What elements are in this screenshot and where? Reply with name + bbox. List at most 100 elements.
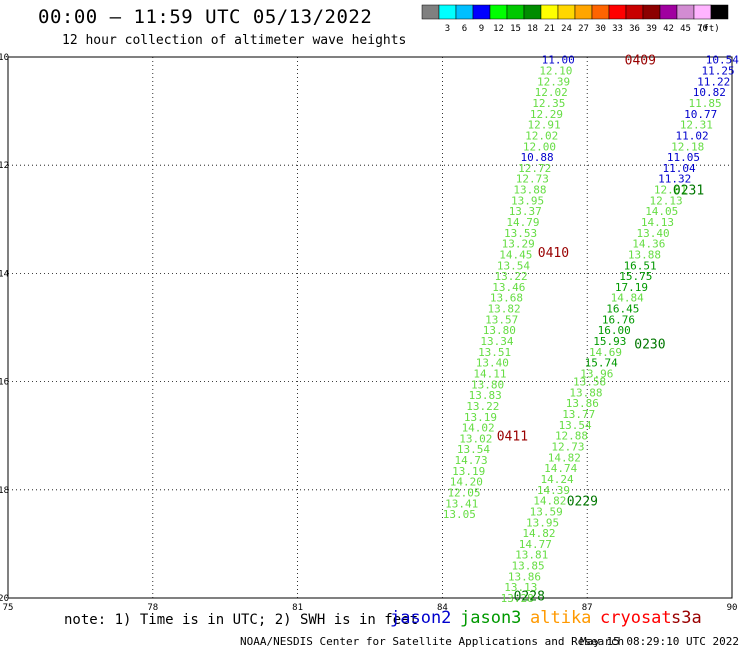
wave-height-value: 12.61	[654, 184, 687, 197]
wave-height-value: 13.95	[511, 194, 544, 207]
wave-height-value: 13.37	[509, 205, 542, 218]
pass-time-label: 0411	[497, 430, 528, 445]
wave-height-value: 17.19	[615, 281, 648, 294]
wave-height-value: 12.05	[447, 487, 480, 500]
wave-height-value: 13.54	[457, 443, 490, 456]
wave-height-value: 13.02	[459, 432, 492, 445]
colorbar-swatch	[472, 4, 491, 20]
colorbar-tick-label: 45	[680, 24, 691, 34]
chart-title: 00:00 – 11:59 UTC 05/13/2022	[38, 6, 373, 28]
pass-time-label: 0231	[673, 184, 704, 199]
wave-height-value: 13.86	[566, 397, 599, 410]
generated-timestamp: May 15 08:29:10 UTC 2022	[580, 635, 739, 648]
legend-altika: altika	[530, 608, 592, 628]
wave-height-value: 11.85	[688, 97, 721, 110]
pass-time-label: 0230	[634, 338, 665, 353]
colorbar-tick-label: 27	[578, 24, 589, 34]
lat-tick-label: -10	[0, 53, 9, 63]
colorbar-tick-label: 70	[697, 24, 708, 34]
footnote: note: 1) Time is in UTC; 2) SWH is in fe…	[64, 612, 419, 628]
wave-height-value: 11.04	[663, 162, 696, 175]
wave-height-value: 14.82	[548, 451, 581, 464]
wave-height-value: 12.73	[551, 441, 584, 454]
colorbar-swatch	[642, 4, 661, 20]
lon-tick-label: 84	[437, 603, 448, 613]
wave-height-value: 13.83	[469, 389, 502, 402]
wave-height-value: 10.77	[684, 108, 717, 121]
legend-jason2: jason2	[390, 608, 452, 628]
wave-height-value: 14.24	[540, 473, 573, 486]
wave-height-value: 14.02	[462, 422, 495, 435]
wave-height-value: 14.73	[455, 454, 488, 467]
wave-height-value: 13.41	[445, 497, 478, 510]
wave-height-value: 13.05	[443, 508, 476, 521]
wave-height-value: 14.82	[533, 495, 566, 508]
colorbar-tick-label: 12	[493, 24, 504, 34]
wave-height-value: 13.51	[478, 346, 511, 359]
legend-s3a: s3a	[671, 608, 702, 628]
colorbar-tick-label: 42	[663, 24, 674, 34]
wave-height-value: 12.31	[680, 119, 713, 132]
wave-height-value: 13.54	[559, 419, 592, 432]
pass-time-label: 0229	[567, 495, 598, 510]
colorbar-tick-label: 6	[462, 24, 467, 34]
colorbar-tick-label: 9	[479, 24, 484, 34]
wave-height-value: 16.00	[598, 324, 631, 337]
axis-labels: 75 78 81 84 87 90 -10 -12 -14 -16 -18 -20	[0, 53, 737, 613]
wave-height-value: 14.45	[499, 248, 532, 261]
wave-height-value: 12.39	[537, 75, 570, 88]
wave-height-value: 13.68	[490, 292, 523, 305]
pass-time-labels: 0409 0410 0411 0231 0230 0229 0228	[497, 54, 704, 605]
colorbar-tick-label: 18	[527, 24, 538, 34]
wave-height-value: 12.13	[650, 194, 683, 207]
map-frame	[7, 56, 733, 599]
lon-tick-label: 78	[147, 603, 158, 613]
wave-height-value: 12.35	[532, 97, 565, 110]
wave-height-tracks: 11.0012.1012.3912.0212.3512.2912.9112.02…	[443, 54, 740, 605]
wave-height-value: 13.80	[483, 324, 516, 337]
wave-height-value: 14.05	[645, 205, 678, 218]
wave-height-value: 14.82	[522, 527, 555, 540]
lat-tick-label: -12	[0, 161, 9, 171]
wave-height-value: 10.54	[706, 54, 739, 67]
wave-height-value: 13.86	[508, 570, 541, 583]
lat-tick-label: -14	[0, 269, 9, 279]
colorbar-swatch	[455, 4, 474, 20]
wave-height-value: 14.77	[519, 538, 552, 551]
wave-height-value: 14.20	[450, 476, 483, 489]
wave-height-value: 13.82	[487, 303, 520, 316]
wave-height-value: 11.25	[701, 65, 734, 78]
colorbar-tick-label: 36	[629, 24, 640, 34]
wave-height-value: 12.73	[516, 173, 549, 186]
colorbar-legend: 3 6 9 12 15 18 21 24 27 30 33 36 39 42 45 70(ft)	[421, 4, 729, 34]
wave-height-value: 14.69	[589, 346, 622, 359]
wave-height-value: 13.80	[471, 378, 504, 391]
wave-height-value: 13.88	[569, 386, 602, 399]
wave-height-value: 15.74	[585, 357, 618, 370]
wave-height-value: 13.88	[628, 248, 661, 261]
colorbar-swatch	[523, 4, 542, 20]
wave-height-value: 13.95	[526, 516, 559, 529]
colorbar-swatch	[540, 4, 559, 20]
wave-height-value: 11.05	[667, 151, 700, 164]
lat-tick-label: -20	[0, 594, 9, 604]
wave-height-value: 14.11	[473, 367, 506, 380]
wave-height-value: 14.74	[544, 462, 577, 475]
wave-height-value: 10.88	[520, 151, 553, 164]
wave-height-value: 13.13	[504, 581, 537, 594]
wave-height-value: 13.96	[580, 367, 613, 380]
wave-height-value: 11.02	[675, 129, 708, 142]
wave-height-value: 13.88	[513, 184, 546, 197]
wave-height-value: 13.85	[512, 560, 545, 573]
colorbar-tick-label: 15	[510, 24, 521, 34]
colorbar-swatch	[693, 4, 712, 20]
wave-height-value: 13.29	[502, 238, 535, 251]
pass-time-label: 0410	[538, 246, 569, 261]
wave-height-value: 12.18	[671, 140, 704, 153]
colorbar-unit: (ft)	[698, 24, 720, 34]
lon-tick-label: 90	[727, 603, 738, 613]
wave-height-value: 13.28	[501, 592, 534, 605]
colorbar-swatch	[421, 4, 440, 20]
colorbar-swatch	[710, 4, 729, 20]
